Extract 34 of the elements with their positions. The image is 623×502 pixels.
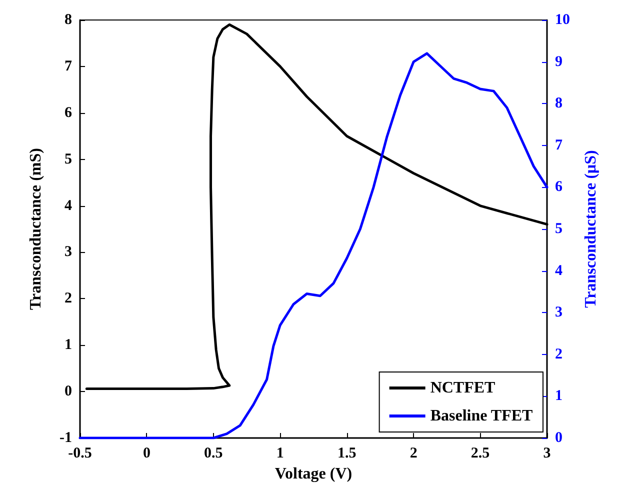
x-tick-label: 0.5 (204, 446, 223, 462)
y-tick-label: 7 (64, 58, 72, 74)
x-tick-label: 0 (142, 446, 150, 462)
x-tick-label: -0.5 (68, 446, 92, 462)
y-tick-label: 5 (64, 151, 72, 168)
y-tick-label: 0 (64, 384, 72, 400)
y-tick-label: -1 (60, 430, 72, 446)
legend-label: NCTFET (430, 380, 496, 396)
y-tick-label: 2 (64, 290, 72, 307)
y-axis-title: Transconductance (mS) (28, 148, 44, 310)
y2-axis-title: Transconductance (μS) (582, 150, 600, 308)
y2-tick-label: 9 (555, 54, 562, 70)
y2-tick-label: 2 (555, 346, 562, 362)
y-tick-label: 4 (64, 198, 72, 214)
y2-tick-label: 6 (555, 179, 563, 196)
x-tick-label: 1 (276, 446, 284, 462)
x-axis-title: Voltage (V) (274, 465, 352, 482)
legend-label: Baseline TFET (430, 408, 534, 424)
y2-tick-label: 5 (555, 221, 562, 237)
y-tick-label: 8 (64, 12, 72, 28)
y2-tick-label: 8 (555, 96, 562, 112)
x-tick-label: 2.5 (470, 446, 490, 462)
x-tick-label: 3 (543, 446, 551, 462)
y-tick-label: 3 (64, 244, 72, 260)
y-tick-label: 1 (64, 337, 72, 354)
y2-tick-label: 10 (555, 12, 570, 28)
x-tick-label: 1.5 (337, 446, 356, 462)
y2-tick-label: 4 (555, 262, 563, 279)
y2-tick-label: 0 (555, 430, 562, 446)
y2-tick-label: 7 (555, 137, 563, 154)
y2-tick-label: 1 (555, 388, 562, 404)
x-tick-label: 2 (410, 446, 418, 462)
y2-tick-label: 3 (555, 304, 562, 321)
y-tick-label: 6 (64, 104, 72, 121)
